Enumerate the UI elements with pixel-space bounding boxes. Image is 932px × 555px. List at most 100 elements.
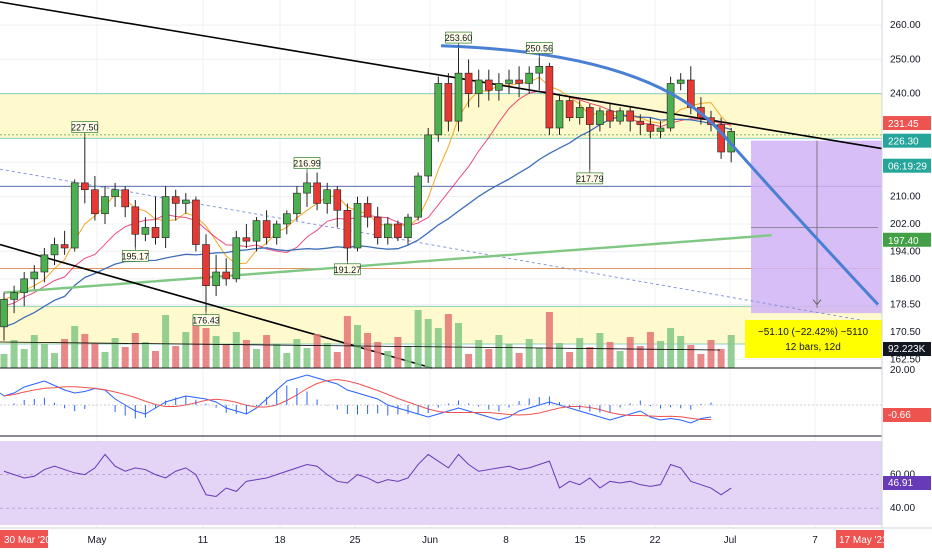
volume-bar (505, 344, 513, 368)
projection-arrowhead (812, 299, 822, 306)
candle-body (161, 196, 170, 239)
volume-bar (152, 351, 159, 368)
volume-bar (343, 316, 351, 368)
candle-body (282, 213, 291, 225)
volume-bar (384, 351, 392, 368)
candle (40, 248, 49, 283)
volume-bar (485, 349, 493, 368)
volume-ma (0, 341, 721, 351)
candle-body (242, 237, 251, 242)
annotation-label: 195.17 (122, 251, 150, 261)
candle-body (565, 100, 574, 119)
annotation-box (525, 42, 553, 54)
candle-body (545, 65, 554, 129)
volume-bar (61, 339, 69, 368)
volume-bar (636, 346, 644, 368)
volume-bar (40, 344, 48, 368)
start-date-badge (0, 530, 48, 548)
macd-badge-label: -0.66 (888, 410, 911, 421)
candle-body (182, 199, 190, 204)
annotation-box (71, 121, 99, 133)
volume-bar (667, 328, 675, 368)
candle (242, 224, 251, 248)
end-date-label: 17 May '21 (839, 535, 888, 546)
candle (424, 128, 433, 183)
volume-bar (131, 333, 139, 368)
candle (282, 210, 291, 235)
candle (434, 76, 443, 142)
annotation-label: 216.99 (293, 159, 321, 169)
time-tick: 22 (649, 535, 661, 546)
candle-body (464, 72, 473, 95)
candle-body (424, 134, 433, 177)
volume-bar (515, 353, 523, 368)
volume-bar (323, 343, 331, 368)
annotation-label: 253.60 (445, 33, 473, 43)
volume-bar (354, 325, 361, 368)
volume-bar (525, 339, 533, 368)
volume-bar (475, 340, 483, 368)
macd-signal-line (3, 378, 711, 420)
volume-bar (626, 337, 634, 368)
candle-body (596, 110, 604, 125)
price-badge (883, 158, 931, 173)
candle-body (525, 72, 534, 84)
candle-body (272, 223, 281, 239)
price-tick: 178.50 (890, 300, 921, 311)
volume-bar (222, 345, 230, 368)
candle-body (323, 189, 332, 204)
candle (565, 97, 574, 122)
candle (676, 73, 685, 91)
dashed-trendline (0, 168, 881, 324)
volume-bar (576, 338, 584, 368)
volume-bar (30, 335, 38, 368)
candle (91, 176, 99, 221)
candle-body (495, 83, 503, 91)
candle (404, 213, 412, 245)
volume-bar (495, 335, 503, 368)
end-date-badge (836, 530, 884, 548)
volume-bar (374, 342, 382, 368)
candle-body (515, 79, 523, 84)
candle (252, 217, 261, 252)
volume-bar (91, 343, 99, 368)
volume-bar (697, 354, 705, 368)
candle (585, 104, 594, 170)
volume-bar (283, 353, 291, 368)
candle-body (30, 271, 39, 280)
candle (666, 76, 675, 132)
price-tick: 240.00 (890, 89, 921, 100)
candle (20, 272, 29, 307)
candle-body (212, 271, 220, 287)
price-badge-label: 06:19:29 (888, 162, 927, 173)
volume-bar (81, 334, 89, 368)
candle (343, 203, 352, 261)
price-tick: 202.00 (890, 219, 921, 230)
candle-body (505, 79, 513, 84)
volume-bar (10, 340, 18, 368)
volume-bar (455, 323, 462, 368)
candle-body (555, 100, 564, 129)
annotation-box (121, 250, 149, 262)
rsi-tick: 60.00 (890, 470, 915, 481)
candle-body (40, 254, 49, 273)
volume-bar (212, 336, 220, 368)
volume-bar (424, 319, 432, 368)
volume-bar (51, 353, 58, 368)
volume-bar (727, 335, 735, 368)
candle (192, 196, 200, 252)
candle-body (474, 79, 483, 95)
candle (131, 200, 140, 248)
rsi-line (3, 453, 732, 497)
candle (616, 107, 624, 125)
volume-bar (253, 349, 260, 368)
candle (262, 210, 271, 245)
volume-bar (242, 340, 250, 368)
time-tick: 11 (198, 535, 209, 546)
candle-body (303, 182, 311, 194)
candle-body (383, 223, 392, 239)
candle-body (585, 107, 594, 125)
candle-body (414, 175, 422, 218)
candle (111, 182, 119, 207)
